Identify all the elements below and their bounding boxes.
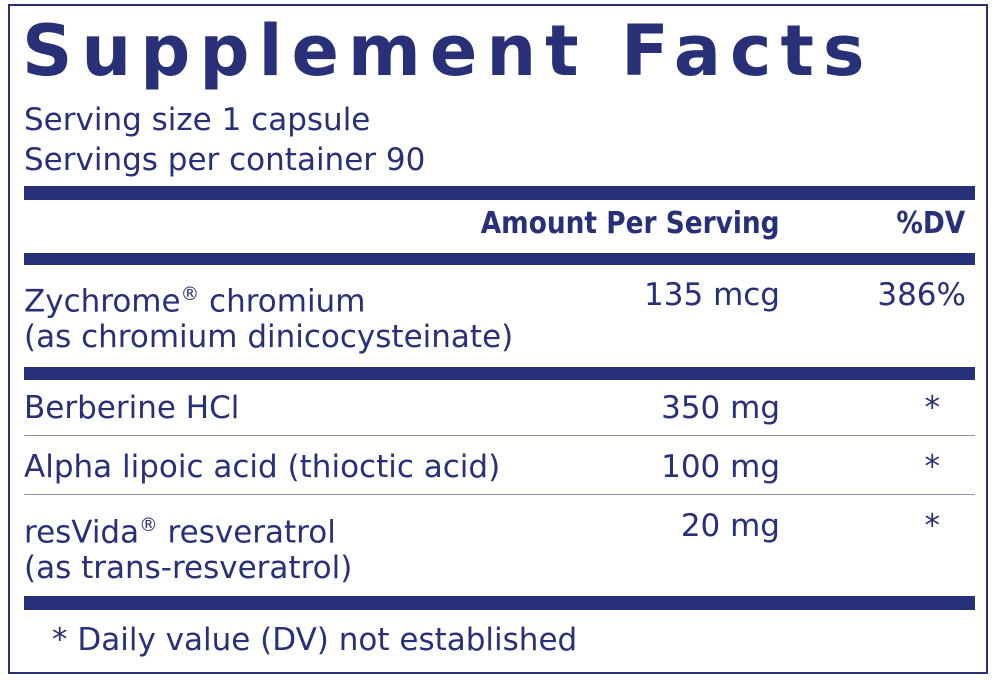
row-divider: [24, 435, 975, 436]
header-dv: %DV: [896, 206, 965, 241]
row-amount: 100 mg: [661, 449, 780, 485]
label-title: Supplement Facts: [22, 10, 874, 92]
row-amount: 135 mcg: [644, 277, 780, 313]
serving-size: Serving size 1 capsule: [24, 102, 371, 138]
row-dv: *: [924, 449, 941, 485]
row-dv: *: [924, 390, 941, 426]
row-name: resVida® resveratrol: [24, 514, 336, 551]
label-border: [8, 4, 988, 674]
row-divider: [24, 494, 975, 495]
header-amount: Amount Per Serving: [481, 206, 780, 241]
row-amount: 350 mg: [661, 390, 780, 426]
footnote: * Daily value (DV) not established: [52, 622, 578, 658]
row-name: Alpha lipoic acid (thioctic acid): [24, 449, 501, 485]
row-amount: 20 mg: [680, 508, 780, 544]
row-dv: 386%: [877, 277, 966, 313]
row-sub: (as chromium dinicocysteinate): [24, 319, 514, 355]
divider-bar: [24, 186, 975, 200]
divider-bar: [24, 596, 975, 610]
divider-bar: [24, 367, 975, 380]
row-name: Berberine HCl: [24, 390, 240, 426]
divider-bar: [24, 253, 975, 265]
servings-per-container: Servings per container 90: [24, 142, 426, 178]
row-dv: *: [924, 508, 941, 544]
row-name: Zychrome® chromium: [24, 283, 366, 320]
row-sub: (as trans-resveratrol): [24, 550, 353, 586]
